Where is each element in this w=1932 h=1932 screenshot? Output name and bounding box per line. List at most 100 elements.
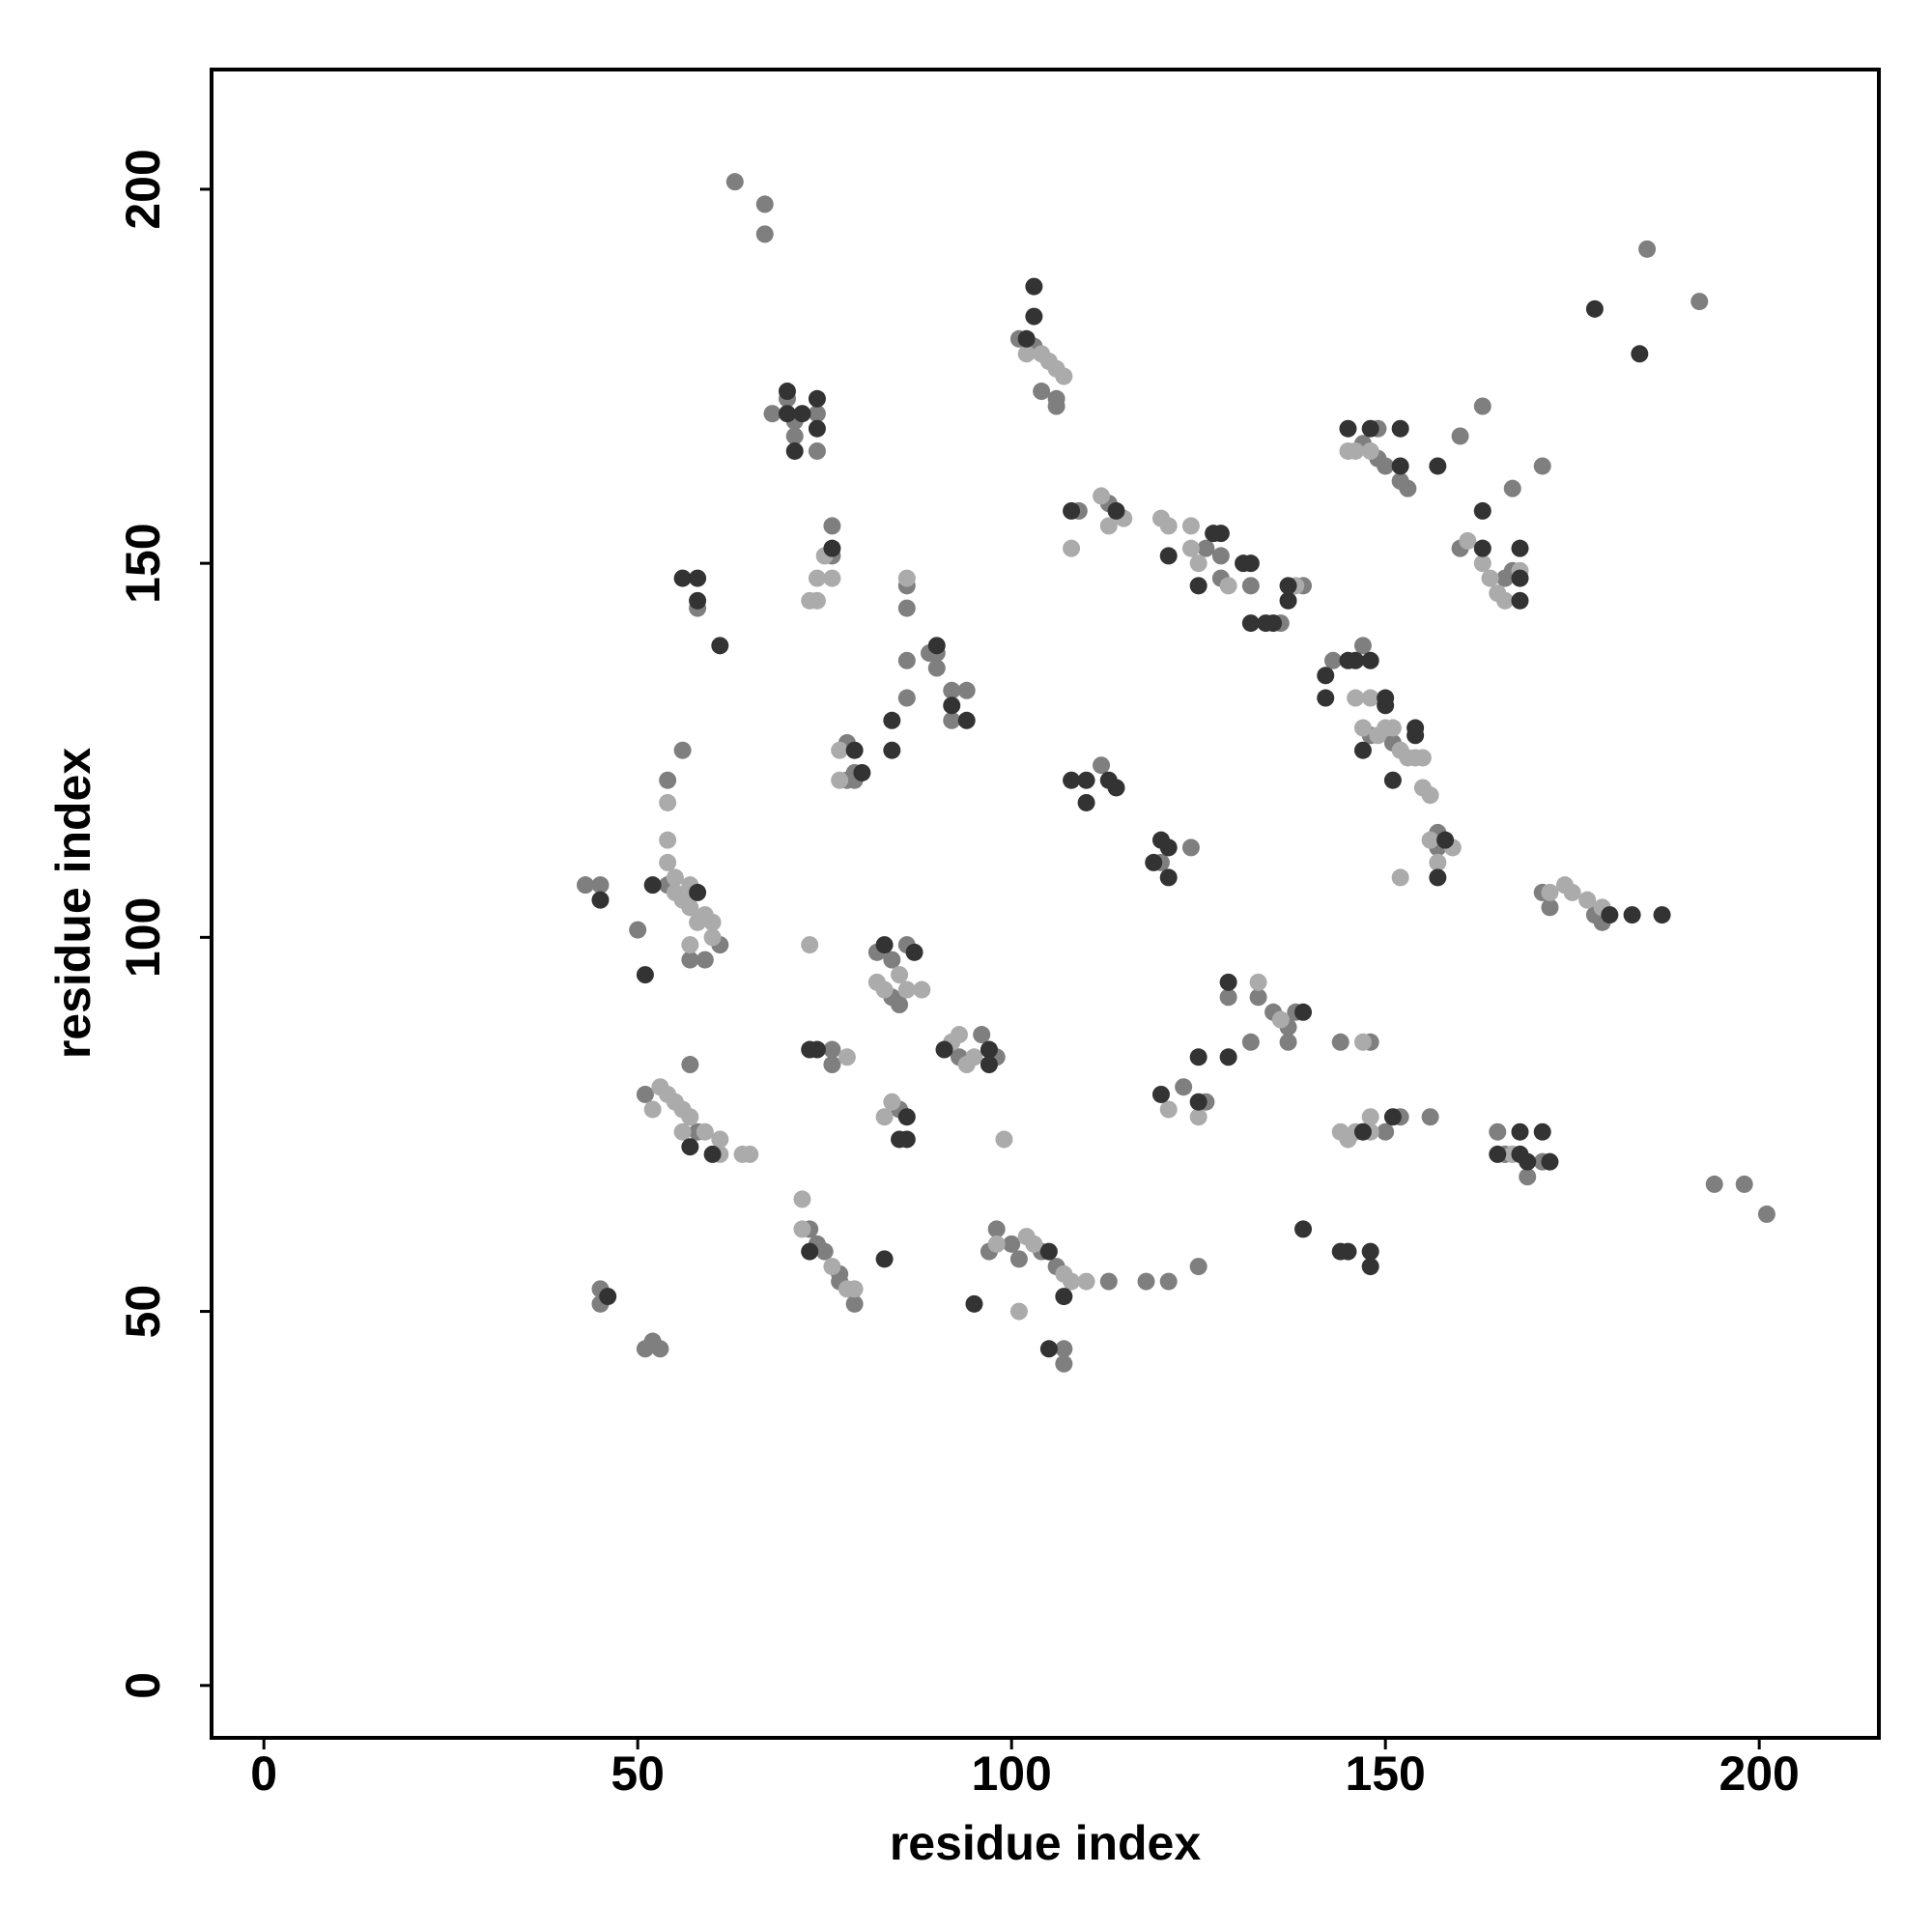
point: [883, 711, 901, 729]
point: [636, 966, 654, 984]
point: [897, 689, 916, 707]
point: [1159, 1100, 1178, 1119]
point: [1159, 868, 1178, 887]
point: [681, 1138, 699, 1156]
point: [1294, 1003, 1313, 1021]
x-axis-title: residue index: [890, 1816, 1202, 1870]
point: [1353, 1033, 1372, 1051]
point: [1009, 1250, 1028, 1268]
point: [755, 195, 774, 213]
point: [659, 771, 677, 789]
point: [1151, 1085, 1170, 1103]
point: [1429, 868, 1447, 887]
point: [1339, 1242, 1357, 1261]
point: [1383, 719, 1402, 737]
point: [1093, 487, 1111, 505]
point: [1317, 689, 1335, 707]
point: [1541, 1152, 1559, 1171]
point: [1197, 539, 1215, 557]
x-tick-label: 50: [611, 1747, 665, 1801]
point: [1353, 1122, 1372, 1141]
point: [987, 1235, 1006, 1253]
point: [666, 868, 684, 887]
point: [1159, 517, 1178, 535]
point: [950, 1026, 968, 1044]
point: [957, 711, 976, 729]
point: [1361, 651, 1379, 669]
point: [1077, 793, 1095, 811]
x-tick-label: 200: [1719, 1747, 1799, 1801]
point: [905, 943, 923, 961]
point: [1578, 891, 1597, 909]
point: [1757, 1205, 1776, 1223]
point: [801, 1242, 819, 1261]
point: [943, 696, 961, 715]
point: [785, 427, 804, 445]
point: [681, 936, 699, 954]
point: [875, 936, 894, 954]
point: [1219, 973, 1237, 991]
point: [1279, 591, 1297, 610]
point: [1511, 539, 1529, 557]
point: [995, 1130, 1013, 1149]
x-tick-label: 150: [1345, 1747, 1425, 1801]
point: [1511, 591, 1529, 610]
point: [659, 853, 677, 871]
point: [1519, 1168, 1537, 1186]
point: [801, 936, 819, 954]
point: [673, 1122, 692, 1141]
point: [659, 831, 677, 849]
point: [943, 681, 961, 699]
point: [823, 1040, 841, 1059]
point: [1361, 419, 1379, 438]
point: [808, 441, 826, 460]
point: [1189, 577, 1208, 595]
point: [1017, 345, 1036, 363]
point: [1585, 299, 1604, 318]
point: [845, 741, 864, 759]
point: [1249, 988, 1267, 1007]
point: [1511, 1122, 1529, 1141]
point: [1189, 554, 1208, 573]
point: [681, 1056, 699, 1074]
point: [696, 1122, 714, 1141]
point: [1391, 868, 1409, 887]
point: [659, 793, 677, 811]
point: [673, 741, 692, 759]
point: [1241, 1033, 1260, 1051]
point: [1451, 427, 1469, 445]
point: [823, 517, 841, 535]
point: [1347, 651, 1365, 669]
point: [629, 921, 647, 939]
point: [808, 1040, 826, 1059]
point: [965, 1048, 983, 1066]
point: [927, 659, 946, 677]
point: [1159, 547, 1178, 565]
point: [1039, 1340, 1058, 1358]
point: [778, 383, 796, 401]
point: [808, 569, 826, 587]
point: [1361, 1242, 1379, 1261]
point: [1077, 771, 1095, 789]
point: [725, 173, 744, 191]
point: [875, 980, 894, 999]
point: [1033, 383, 1051, 401]
point: [927, 637, 946, 655]
point: [1653, 906, 1671, 924]
point: [1399, 749, 1417, 767]
point: [1055, 1288, 1073, 1306]
x-tick-label: 0: [250, 1747, 277, 1801]
point: [845, 1280, 864, 1298]
y-tick-label: 150: [116, 523, 170, 603]
point: [1219, 577, 1237, 595]
point: [1241, 614, 1260, 633]
point: [1361, 1108, 1379, 1126]
point: [1473, 501, 1492, 520]
point: [875, 1108, 894, 1126]
y-tick-label: 200: [116, 149, 170, 229]
y-axis-title: residue index: [46, 748, 100, 1060]
point: [1623, 906, 1641, 924]
point: [1421, 1108, 1439, 1126]
point: [1093, 756, 1111, 775]
